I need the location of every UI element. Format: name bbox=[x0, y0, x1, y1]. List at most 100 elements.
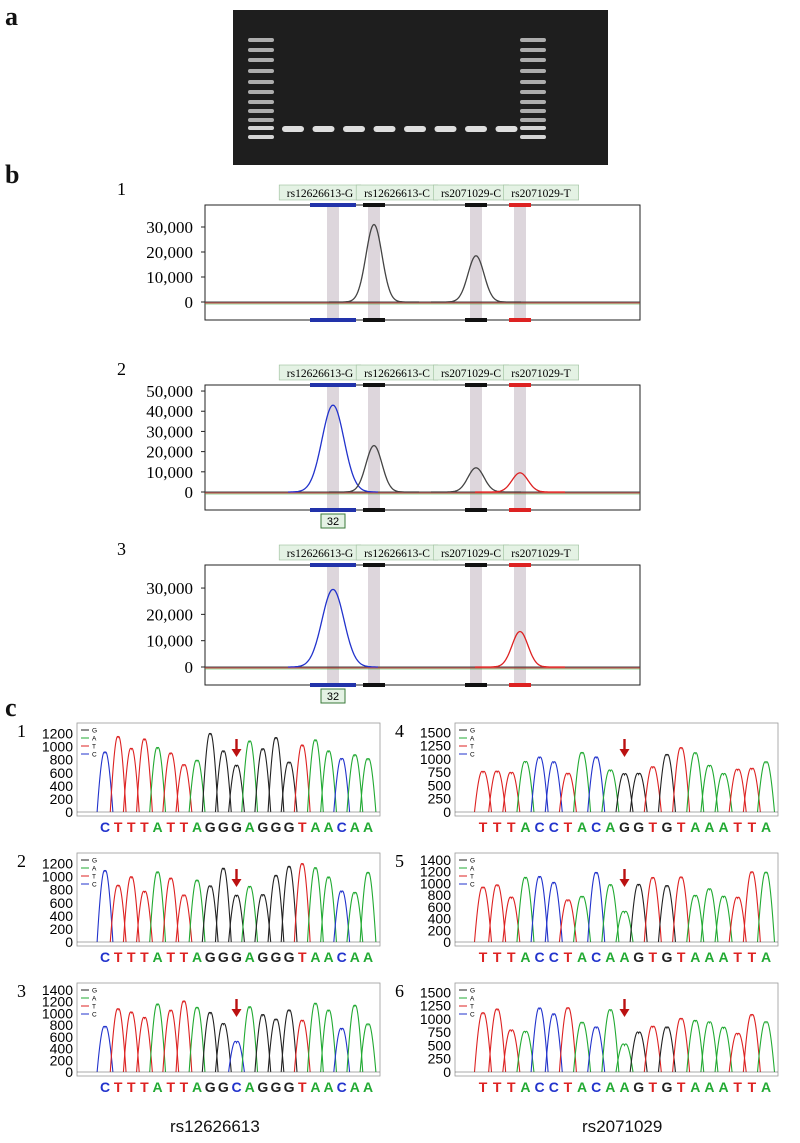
base-call: T bbox=[479, 819, 488, 835]
allele-marker-bottom bbox=[363, 683, 385, 687]
base-peak bbox=[109, 884, 127, 943]
marker-box bbox=[320, 513, 346, 529]
y-tick-label: 250 bbox=[428, 1051, 452, 1067]
base-call: G bbox=[284, 819, 295, 835]
legend-label: G bbox=[92, 728, 97, 735]
allele-label: rs2071029-T bbox=[511, 188, 570, 200]
allele-marker-top bbox=[310, 203, 356, 207]
base-peak bbox=[629, 772, 648, 813]
base-call: T bbox=[733, 819, 742, 835]
base-peak bbox=[615, 773, 634, 813]
peak-trace bbox=[329, 444, 419, 493]
base-call: C bbox=[591, 949, 601, 965]
allele-label: rs12626613-C bbox=[364, 548, 430, 560]
y-tick-label: 800 bbox=[50, 882, 74, 898]
y-tick-label: 0 bbox=[65, 1064, 73, 1080]
base-call: A bbox=[350, 819, 360, 835]
base-peak bbox=[558, 1007, 577, 1073]
base-peak bbox=[267, 737, 285, 813]
base-peak bbox=[473, 886, 493, 943]
y-tick-label: 0 bbox=[185, 483, 194, 502]
base-call: G bbox=[205, 949, 216, 965]
y-tick-label: 400 bbox=[50, 778, 74, 794]
y-tick-label: 800 bbox=[50, 1017, 74, 1033]
allele-highlight bbox=[514, 565, 526, 685]
base-call: G bbox=[662, 949, 673, 965]
base-peak bbox=[320, 1009, 337, 1073]
allele-highlight bbox=[470, 205, 482, 320]
allele-highlight bbox=[327, 565, 339, 685]
ladder-band bbox=[248, 90, 274, 94]
marker-box bbox=[320, 688, 346, 704]
base-call: G bbox=[218, 1079, 229, 1095]
allele-label-box bbox=[503, 544, 579, 561]
allele-marker-top bbox=[310, 563, 356, 567]
plot-frame bbox=[204, 564, 641, 686]
base-call: G bbox=[218, 819, 229, 835]
base-peak bbox=[96, 869, 114, 943]
allele-marker-bottom bbox=[509, 683, 531, 687]
sample-band bbox=[465, 126, 487, 132]
ladder-band bbox=[520, 80, 546, 84]
base-call: T bbox=[298, 819, 307, 835]
base-call: G bbox=[619, 819, 630, 835]
base-call: G bbox=[271, 1079, 282, 1095]
base-peak bbox=[573, 895, 592, 943]
base-call: T bbox=[127, 949, 136, 965]
y-tick-label: 1200 bbox=[42, 994, 73, 1010]
base-call: G bbox=[218, 949, 229, 965]
base-peak bbox=[228, 894, 245, 943]
allele-label-box bbox=[503, 184, 579, 201]
arrow-icon-head bbox=[619, 1009, 630, 1017]
allele-marker-top bbox=[465, 203, 487, 207]
base-peak bbox=[359, 1023, 377, 1073]
base-peak bbox=[280, 1009, 298, 1073]
panel-label-c: c bbox=[5, 693, 17, 722]
allele-marker-bottom bbox=[509, 318, 531, 322]
y-tick-label: 10,000 bbox=[146, 632, 193, 651]
legend-label: C bbox=[92, 752, 97, 759]
base-peak bbox=[502, 771, 521, 813]
base-peak bbox=[149, 1003, 167, 1073]
base-peak bbox=[728, 896, 747, 943]
base-call: A bbox=[690, 949, 700, 965]
arrow-icon-head bbox=[231, 879, 242, 887]
base-peak bbox=[573, 1021, 592, 1073]
y-tick-label: 800 bbox=[50, 752, 74, 768]
base-peak bbox=[122, 747, 140, 813]
base-peak bbox=[615, 1043, 634, 1073]
base-call: A bbox=[718, 819, 728, 835]
base-peak bbox=[201, 1011, 219, 1073]
base-peak bbox=[228, 1040, 245, 1073]
y-tick-label: 1200 bbox=[42, 856, 73, 872]
base-peak bbox=[558, 772, 577, 813]
base-peak bbox=[175, 894, 193, 943]
base-peak bbox=[558, 899, 577, 943]
allele-marker-top bbox=[509, 383, 531, 387]
ladder-band bbox=[520, 126, 546, 130]
base-call: A bbox=[704, 949, 714, 965]
base-call: T bbox=[166, 1079, 175, 1095]
base-peak bbox=[333, 890, 351, 943]
base-call: T bbox=[649, 819, 658, 835]
base-call: A bbox=[577, 819, 587, 835]
y-tick-label: 1500 bbox=[420, 984, 451, 1000]
base-peak bbox=[333, 1027, 351, 1073]
allele-marker-top bbox=[465, 563, 487, 567]
base-peak bbox=[280, 865, 298, 943]
ladder-band bbox=[520, 48, 546, 52]
base-peak bbox=[657, 753, 676, 813]
base-call: T bbox=[564, 819, 573, 835]
allele-highlight bbox=[368, 205, 380, 320]
base-peak bbox=[544, 1013, 563, 1073]
allele-marker-top bbox=[509, 203, 531, 207]
base-peak bbox=[280, 761, 298, 813]
allele-marker-bottom bbox=[465, 318, 487, 322]
base-call: G bbox=[257, 949, 268, 965]
base-call: A bbox=[761, 819, 771, 835]
allele-marker-bottom bbox=[465, 683, 487, 687]
base-peak bbox=[573, 751, 592, 813]
y-tick-label: 200 bbox=[50, 1052, 74, 1068]
base-peak bbox=[672, 876, 691, 943]
base-call: T bbox=[507, 949, 516, 965]
